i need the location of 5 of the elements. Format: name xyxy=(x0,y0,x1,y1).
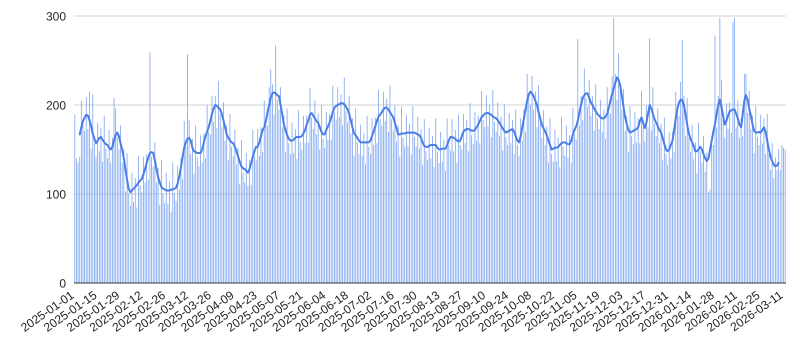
y-tick-label: 100 xyxy=(46,187,66,202)
y-tick-label: 200 xyxy=(46,98,66,112)
y-tick-label: 0 xyxy=(59,276,66,290)
y-tick-label: 300 xyxy=(46,9,66,24)
line-series xyxy=(78,76,780,194)
